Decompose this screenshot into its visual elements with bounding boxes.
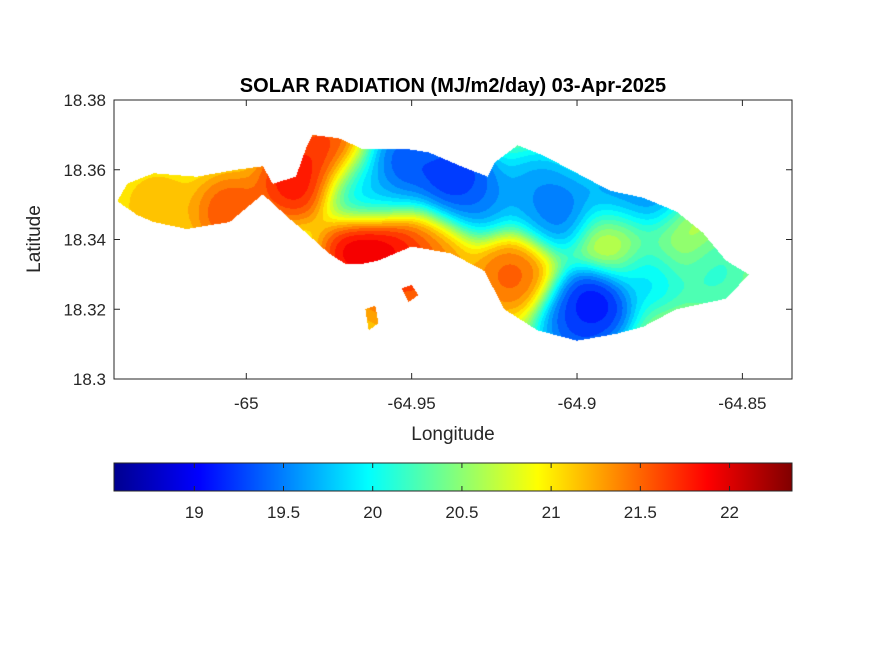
y-axis-label: Latitude [24, 205, 45, 273]
colorbar-tick-label: 21.5 [624, 503, 657, 522]
colorbar-tick-label: 20.5 [445, 503, 478, 522]
colorbar-tick-label: 19.5 [267, 503, 300, 522]
y-axis: 18.3 18.32 18.34 18.36 18.38 [63, 91, 792, 389]
y-tick-label: 18.32 [63, 300, 106, 319]
y-tick-label: 18.3 [73, 370, 106, 389]
x-tick-label: -65 [234, 394, 259, 413]
chart-title: SOLAR RADIATION (MJ/m2/day) 03-Apr-2025 [240, 75, 666, 97]
x-axis-label: Longitude [411, 424, 494, 445]
colorbar-tick-label: 19 [185, 503, 204, 522]
colorbar [113, 462, 793, 492]
x-tick-label: -64.95 [388, 394, 436, 413]
x-tick-label: -64.85 [718, 394, 766, 413]
colorbar-axis: 19 19.5 20 20.5 21 21.5 22 [185, 463, 739, 522]
colorbar-tick-label: 20 [363, 503, 382, 522]
x-tick-label: -64.9 [558, 394, 597, 413]
solar-radiation-heatmap [114, 100, 792, 379]
y-tick-label: 18.34 [63, 231, 106, 250]
colorbar-tick-label: 22 [720, 503, 739, 522]
y-tick-label: 18.36 [63, 161, 106, 180]
x-axis: -65 -64.95 -64.9 -64.85 [234, 100, 766, 413]
colorbar-tick-label: 21 [542, 503, 561, 522]
y-tick-label: 18.38 [63, 91, 106, 110]
